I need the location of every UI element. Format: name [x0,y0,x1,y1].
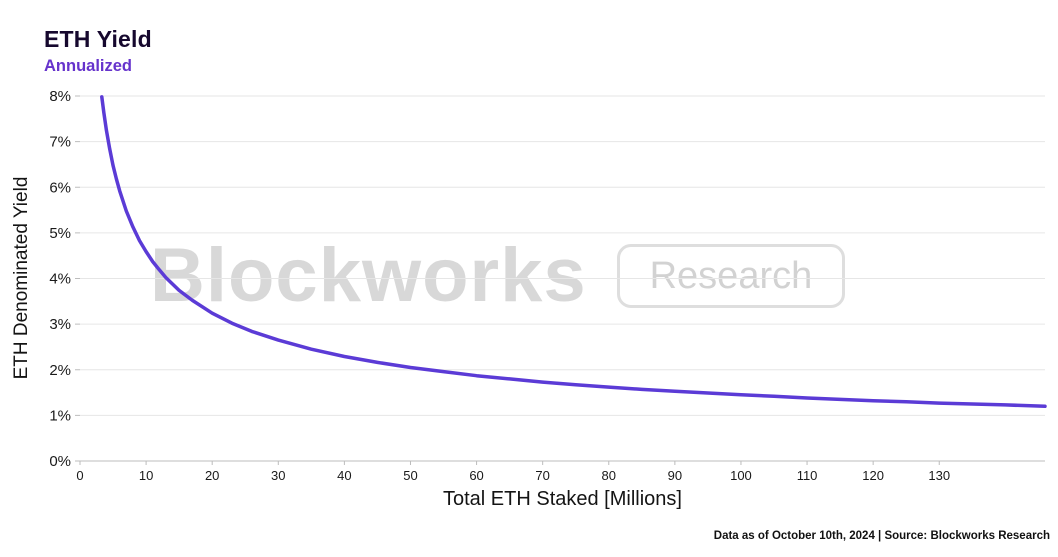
x-tick-label: 0 [76,468,83,483]
y-tick-label: 7% [49,134,71,151]
x-tick-label: 130 [928,468,950,483]
x-tick-label: 80 [602,468,616,483]
y-tick-label: 8% [49,88,71,105]
y-tick-label: 6% [49,179,71,196]
x-tick-label: 40 [337,468,351,483]
source-note: Data as of October 10th, 2024 | Source: … [713,530,1050,542]
chart-subtitle: Annualized [44,57,133,75]
x-tick-label: 10 [139,468,153,483]
x-tick-label: 60 [469,468,483,483]
x-tick-label: 30 [271,468,285,483]
x-tick-label: 50 [403,468,417,483]
x-tick-label: 120 [862,468,884,483]
x-tick-label: 90 [668,468,682,483]
y-tick-label: 5% [49,225,71,242]
y-tick-label: 1% [49,407,71,424]
x-tick-label: 20 [205,468,219,483]
x-axis-title: Total ETH Staked [Millions] [443,488,682,510]
y-axis-title: ETH Denominated Yield [11,176,32,380]
x-tick-label: 100 [730,468,752,483]
y-tick-label: 4% [49,271,71,288]
x-tick-label: 70 [535,468,549,483]
x-tick-label: 110 [797,468,818,483]
y-tick-label: 0% [49,453,71,470]
y-tick-label: 2% [49,362,71,379]
yield-curve-line [100,95,1047,409]
y-tick-label: 3% [49,316,71,333]
chart-title: ETH Yield [44,26,152,52]
